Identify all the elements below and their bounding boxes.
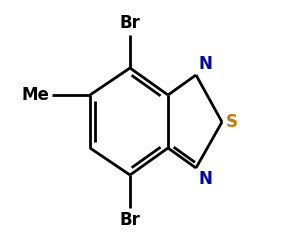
Text: Me: Me <box>21 86 49 104</box>
Text: Br: Br <box>119 211 140 229</box>
Text: S: S <box>226 113 238 131</box>
Text: N: N <box>198 55 212 73</box>
Text: N: N <box>198 170 212 188</box>
Text: Br: Br <box>119 14 140 32</box>
